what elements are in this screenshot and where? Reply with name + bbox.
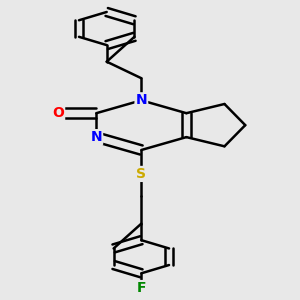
Text: N: N <box>91 130 102 144</box>
Text: F: F <box>136 281 146 295</box>
Text: O: O <box>52 106 64 120</box>
Text: N: N <box>136 93 147 107</box>
Text: S: S <box>136 167 146 181</box>
